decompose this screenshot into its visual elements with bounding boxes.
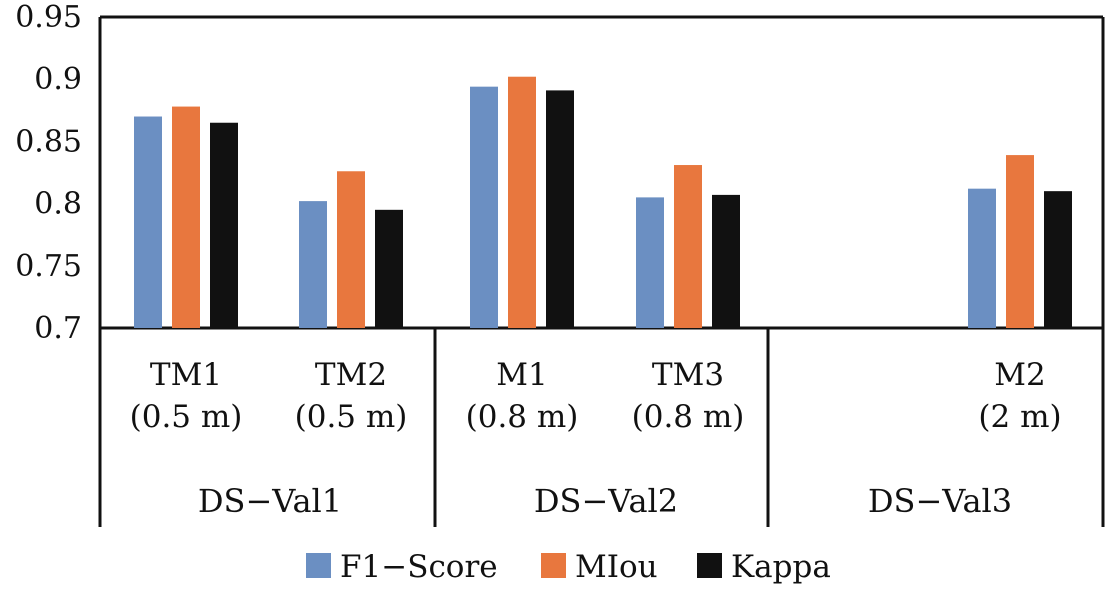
bar-f1-score [636,197,664,328]
legend-swatch [697,553,722,578]
bar-miou [1006,155,1034,328]
category-sublabel: (2 m) [978,399,1061,435]
y-tick-label: 0.75 [15,249,82,284]
y-tick-label: 0.85 [15,124,82,159]
y-tick-label: 0.95 [15,0,82,35]
category-sublabel: (0.8 m) [632,399,745,435]
category-sublabel: (0.5 m) [130,399,243,435]
bar-miou [337,171,365,328]
legend-swatch [541,553,566,578]
bar-f1-score [470,86,498,328]
bar-kappa [712,194,740,328]
bar-kappa [1044,191,1072,328]
category-label: TM2 [315,357,387,393]
bar-kappa [375,209,403,328]
bar-miou [674,165,702,328]
bar-f1-score [134,116,162,329]
category-label: M1 [496,357,547,393]
legend-label: F1−Score [340,549,498,585]
legend-swatch [306,553,331,578]
bar-f1-score [968,188,996,328]
category-label: TM3 [652,357,724,393]
bar-f1-score [299,201,327,328]
legend-label: Kappa [731,549,831,585]
bar-kappa [546,90,574,328]
group-label: DS−Val1 [198,482,342,520]
group-label: DS−Val3 [868,482,1012,520]
bar-kappa [210,122,238,329]
category-sublabel: (0.8 m) [466,399,579,435]
y-tick-label: 0.7 [34,311,82,346]
category-label: M2 [994,357,1045,393]
legend-label: MIou [575,549,658,585]
bar-miou [508,76,536,328]
y-tick-label: 0.9 [34,62,82,97]
y-tick-label: 0.8 [34,187,82,222]
category-sublabel: (0.5 m) [295,399,408,435]
category-label: TM1 [150,357,222,393]
group-label: DS−Val2 [534,482,678,520]
bar-miou [172,106,200,329]
